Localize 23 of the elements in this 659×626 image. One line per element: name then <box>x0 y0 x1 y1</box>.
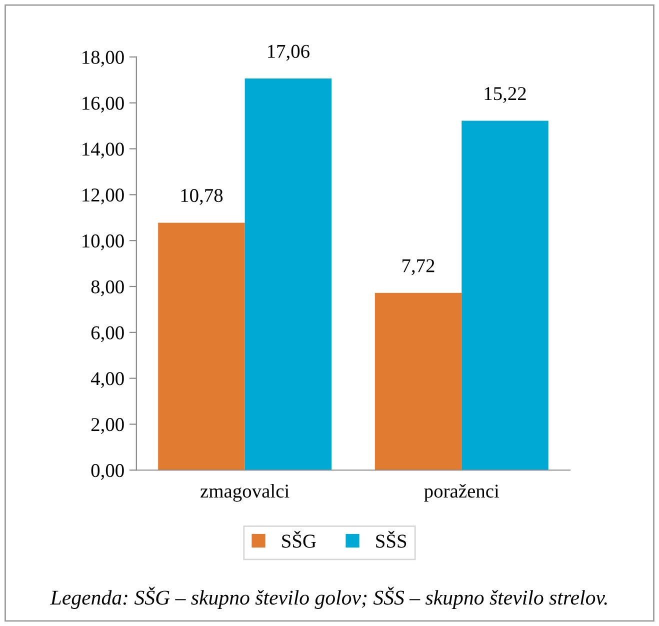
y-tick-label: 2,00 <box>91 418 124 434</box>
y-tick-label: 0,00 <box>91 464 124 480</box>
y-tick-label: 6,00 <box>91 326 124 342</box>
x-tick-label: poraženci <box>424 484 500 502</box>
bar <box>374 292 462 470</box>
x-tick-label: zmagovalci <box>200 484 290 502</box>
data-label: 7,72 <box>402 259 434 276</box>
y-tick-label: 18,00 <box>82 50 124 67</box>
bar <box>158 222 245 470</box>
text: Legenda: SŠG – skupno število golov; SŠS – skupno število strelov. <box>50 586 607 609</box>
data-label: 10,78 <box>181 188 223 205</box>
data-label: 15,22 <box>484 87 526 103</box>
y-tick-label: 8,00 <box>91 280 124 296</box>
data-label: 17,06 <box>268 44 310 61</box>
bar <box>462 120 548 470</box>
legend-label: SŠS <box>376 530 406 548</box>
y-tick-label: 12,00 <box>82 188 124 204</box>
y-tick-label: 4,00 <box>90 372 124 388</box>
y-tick-label: 14,00 <box>82 142 124 159</box>
legend-label: SŠG <box>282 530 316 548</box>
y-tick-label: 10,00 <box>82 234 124 250</box>
y-tick-label: 16,00 <box>82 96 124 113</box>
bar <box>244 78 332 470</box>
